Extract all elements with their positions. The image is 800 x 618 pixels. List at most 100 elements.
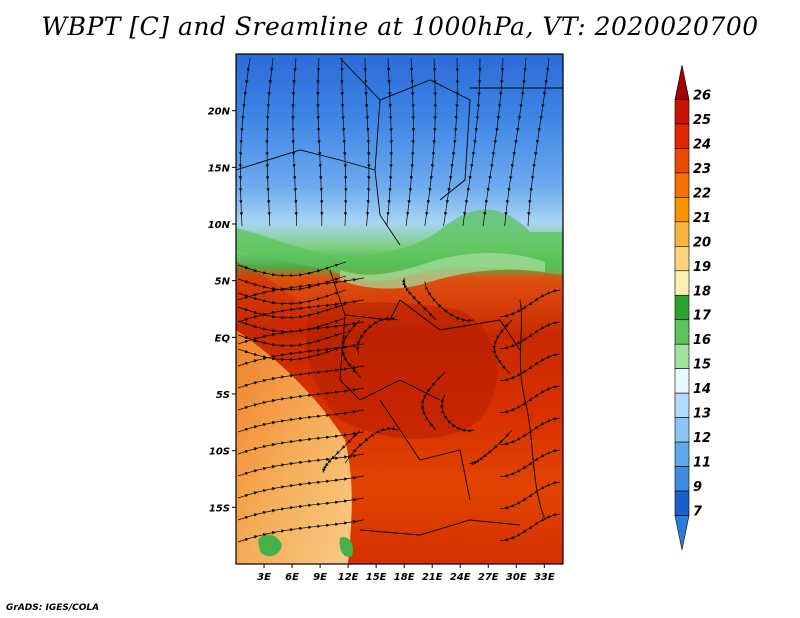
streamline <box>499 448 561 478</box>
colorbar: 26 25 24 23 22 21 20 19 18 17 16 15 14 13 12 11 9 7 <box>674 64 712 551</box>
lat-label: 5S <box>216 390 230 401</box>
streamline <box>355 316 399 355</box>
colorbar-swatch <box>674 270 690 296</box>
streamline <box>237 261 347 278</box>
streamline <box>237 387 365 411</box>
colorbar-label: 17 <box>693 309 712 324</box>
streamline <box>386 57 394 227</box>
colorbar-label: 26 <box>693 88 711 103</box>
colorbar-label: 23 <box>693 162 711 177</box>
streamline <box>440 394 475 433</box>
streamline <box>499 512 561 542</box>
colorbar-swatch <box>674 515 690 551</box>
light-band <box>340 253 545 289</box>
colorbar-label: 19 <box>693 260 711 275</box>
lat-label: EQ <box>215 333 231 344</box>
streamline <box>344 426 399 464</box>
colorbar-label: 15 <box>693 358 711 373</box>
colorbar-label: 9 <box>693 480 702 495</box>
lat-label: 20N <box>208 107 231 118</box>
colorbar-swatch <box>674 343 690 369</box>
lat-label: 10S <box>209 447 230 458</box>
colorbar-label: 22 <box>693 186 711 201</box>
lat-label: 5N <box>215 277 231 288</box>
longitude-axis: 3E 6E 9E 12E 15E 18E 21E 24E 27E 30E 33E <box>257 564 555 583</box>
lon-label: 21E <box>422 572 443 583</box>
colorbar-label: 11 <box>693 456 711 471</box>
streamline <box>363 57 371 227</box>
colorbar-label: 13 <box>693 407 711 422</box>
colorbar-label: 20 <box>693 235 711 250</box>
streamline <box>499 352 561 382</box>
streamline <box>237 519 365 543</box>
lon-label: 3E <box>257 572 271 583</box>
colorbar-swatch <box>674 172 690 198</box>
colorbar-swatch <box>674 123 690 149</box>
streamline <box>424 57 438 227</box>
lon-label: 9E <box>313 572 327 583</box>
streamline <box>237 303 347 320</box>
streamline <box>499 480 561 510</box>
lat-label: 15S <box>209 503 230 514</box>
streamline <box>424 281 475 323</box>
lon-label: 27E <box>478 572 499 583</box>
streamline <box>469 429 513 465</box>
lon-label: 15E <box>366 572 387 583</box>
colorbar-swatch <box>674 197 690 223</box>
streamline <box>237 475 365 499</box>
streamline <box>238 57 251 227</box>
streamline <box>499 416 561 446</box>
colorbar-label: 25 <box>693 113 711 128</box>
colorbar-label: 7 <box>693 505 703 520</box>
streamline <box>291 57 298 227</box>
colorbar-swatch <box>674 490 690 516</box>
chart-title: WBPT [C] and Sreamline at 1000hPa, VT: 2… <box>41 12 759 41</box>
colorbar-swatch <box>674 319 690 345</box>
streamline <box>237 275 347 292</box>
lon-label: 18E <box>394 572 415 583</box>
streamline <box>265 57 274 227</box>
colorbar-swatch <box>674 368 690 394</box>
streamline <box>499 384 561 414</box>
lon-label: 24E <box>450 572 471 583</box>
colorbar-swatch <box>674 99 690 125</box>
streamline <box>340 57 348 227</box>
colorbar-swatch <box>674 417 690 443</box>
colorbar-swatch <box>674 441 690 467</box>
streamline <box>482 57 505 227</box>
streamline <box>237 317 347 334</box>
streamline <box>462 57 482 227</box>
streamline <box>316 57 324 226</box>
streamline <box>443 57 460 227</box>
streamline <box>420 371 446 431</box>
streamline <box>504 57 527 227</box>
colorbar-swatch <box>674 294 690 321</box>
map-frame <box>235 53 564 565</box>
colorbar-swatch <box>674 148 690 174</box>
lon-label: 30E <box>506 572 527 583</box>
colorbar-label: 12 <box>693 431 711 446</box>
footer-credit: GrADS: IGES/COLA <box>6 603 100 613</box>
lat-label: 10N <box>208 220 231 231</box>
streamline <box>405 57 416 227</box>
lat-label: 15N <box>208 163 231 174</box>
green-patch-2 <box>339 537 354 557</box>
colorbar-swatch <box>674 221 690 247</box>
colorbar-swatch <box>674 466 690 492</box>
streamline <box>237 345 347 362</box>
streamline <box>237 409 365 433</box>
lon-label: 6E <box>285 572 299 583</box>
streamline <box>237 289 347 306</box>
colorbar-swatch <box>674 246 690 272</box>
colorbar-label: 21 <box>693 211 711 226</box>
colorbar-label: 18 <box>693 284 711 299</box>
streamline <box>499 320 561 350</box>
latitude-axis: 20N 15N 10N 5N EQ 5S 10S 15S <box>208 107 236 514</box>
streamline <box>340 319 362 378</box>
streamline <box>237 497 365 521</box>
colorbar-label: 14 <box>693 382 711 397</box>
streamline <box>527 57 550 227</box>
streamline <box>237 331 347 348</box>
streamline <box>499 288 561 318</box>
streamline <box>492 319 513 374</box>
